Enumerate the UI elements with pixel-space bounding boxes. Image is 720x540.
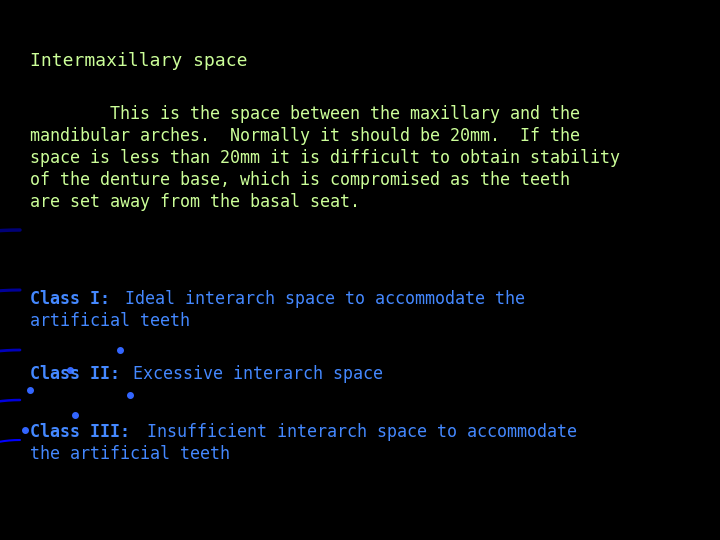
Text: This is the space between the maxillary and the: This is the space between the maxillary … [30, 105, 580, 123]
Text: Class II:: Class II: [30, 365, 120, 383]
Text: Excessive interarch space: Excessive interarch space [123, 365, 383, 383]
Text: Class III:: Class III: [30, 423, 130, 441]
Text: are set away from the basal seat.: are set away from the basal seat. [30, 193, 360, 211]
Text: of the denture base, which is compromised as the teeth: of the denture base, which is compromise… [30, 171, 570, 189]
Text: mandibular arches.  Normally it should be 20mm.  If the: mandibular arches. Normally it should be… [30, 127, 580, 145]
Text: the artificial teeth: the artificial teeth [30, 445, 230, 463]
Text: Insufficient interarch space to accommodate: Insufficient interarch space to accommod… [137, 423, 577, 441]
Text: Ideal interarch space to accommodate the: Ideal interarch space to accommodate the [115, 290, 525, 308]
Text: Class I:: Class I: [30, 290, 110, 308]
Text: space is less than 20mm it is difficult to obtain stability: space is less than 20mm it is difficult … [30, 149, 620, 167]
Text: Intermaxillary space: Intermaxillary space [30, 52, 248, 70]
Text: artificial teeth: artificial teeth [30, 312, 190, 330]
